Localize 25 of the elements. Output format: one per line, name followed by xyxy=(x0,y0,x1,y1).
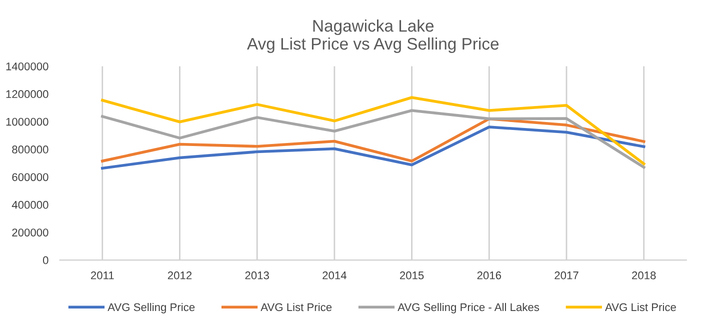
y-tick-label: 1200000 xyxy=(6,90,48,98)
x-tick-label: 2016 xyxy=(477,271,502,280)
x-tick-label: 2015 xyxy=(400,271,424,280)
chart-title: Nagawicka Lake Avg List Price vs Avg Selling Price xyxy=(247,20,499,54)
line-series xyxy=(100,126,646,170)
x-tick-label: 2014 xyxy=(322,271,346,280)
legend-label: AVG Selling Price - All Lakes xyxy=(398,302,540,314)
legend-label: AVG List Price xyxy=(605,302,676,312)
y-tick-label: 600000 xyxy=(12,173,48,182)
y-tick-label: 1000000 xyxy=(6,118,48,126)
x-tick-label: 2013 xyxy=(245,271,269,280)
y-tick-label: 400000 xyxy=(12,200,48,209)
line-series xyxy=(100,109,646,169)
line-series xyxy=(100,96,646,166)
x-tick-label: 2011 xyxy=(90,271,114,280)
x-tick-label: 2018 xyxy=(632,271,656,280)
line-series xyxy=(100,117,646,162)
x-tick-label: 2012 xyxy=(168,271,192,280)
y-tick-label: 200000 xyxy=(12,228,48,236)
y-tick-label: 1400000 xyxy=(6,62,48,70)
legend-label: AVG Selling Price xyxy=(108,302,195,314)
y-tick-label: 800000 xyxy=(12,146,48,154)
legend-label: AVG List Price xyxy=(260,302,332,312)
x-tick-label: 2017 xyxy=(554,271,578,280)
y-tick-label: 0 xyxy=(42,256,48,264)
